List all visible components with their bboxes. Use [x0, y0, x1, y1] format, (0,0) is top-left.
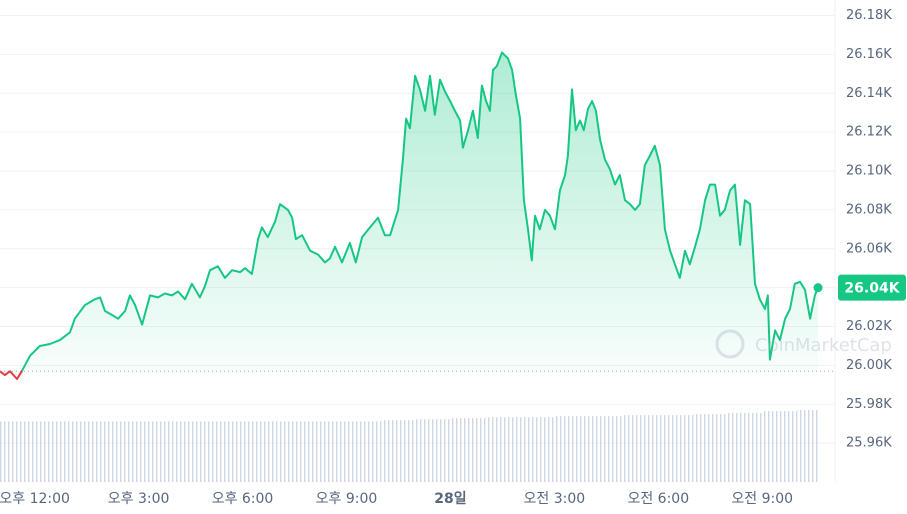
volume-bar: [346, 421, 382, 482]
x-tick-label: 28일: [434, 491, 466, 507]
volume-bar: [658, 415, 693, 482]
volume-bar: [415, 419, 451, 482]
volume-bar: [554, 416, 590, 482]
volume-bar: [589, 416, 624, 482]
volume-bar: [0, 421, 35, 482]
y-tick-label: 26.14K: [846, 86, 892, 101]
watermark-text: CoinMarketCap: [755, 335, 892, 356]
y-tick-label: 26.10K: [846, 164, 892, 179]
watermark: CoinMarketCap: [715, 329, 892, 359]
x-tick-label: 오후 12:00: [0, 491, 70, 507]
volume-bar: [207, 421, 243, 482]
y-tick-label: 26.08K: [846, 202, 892, 217]
x-tick-label: 오후 3:00: [108, 491, 170, 507]
volume-bar: [727, 413, 763, 482]
volume-bar: [450, 418, 486, 482]
x-tick-label: 오전 6:00: [627, 491, 689, 507]
volume-bar: [34, 421, 70, 482]
volume-bar: [103, 421, 139, 482]
price-badge-label: 26.04K: [844, 281, 900, 297]
volume-bar: [242, 421, 278, 482]
x-tick-label: 오전 3:00: [524, 491, 586, 507]
y-tick-label: 26.00K: [846, 358, 892, 373]
last-point: [813, 283, 823, 293]
volume-bar: [519, 417, 555, 482]
volume-bar: [311, 421, 347, 482]
volume-bar: [173, 421, 208, 482]
y-tick-label: 26.02K: [846, 319, 892, 334]
y-tick-label: 26.18K: [846, 8, 892, 23]
volume-bar: [762, 411, 797, 482]
price-area: [0, 52, 818, 379]
volume-bar: [623, 415, 659, 482]
x-tick-label: 오후 6:00: [212, 491, 274, 507]
price-badge: [838, 274, 906, 301]
volume-bar: [381, 420, 416, 482]
y-tick-label: 25.96K: [846, 436, 892, 451]
y-tick-label: 26.06K: [846, 241, 892, 256]
volume-bar: [138, 421, 174, 482]
volume-bar: [277, 421, 312, 482]
y-tick-label: 25.98K: [846, 397, 892, 412]
x-tick-label: 오후 9:00: [316, 491, 378, 507]
y-tick-label: 26.16K: [846, 47, 892, 62]
volume-bar: [796, 410, 819, 482]
volume-bar: [485, 417, 520, 482]
x-tick-label: 오전 9:00: [731, 491, 793, 507]
volume-bar: [69, 421, 104, 482]
y-tick-label: 26.12K: [846, 125, 892, 140]
volume-bar: [692, 414, 728, 482]
price-line: [0, 51, 819, 380]
